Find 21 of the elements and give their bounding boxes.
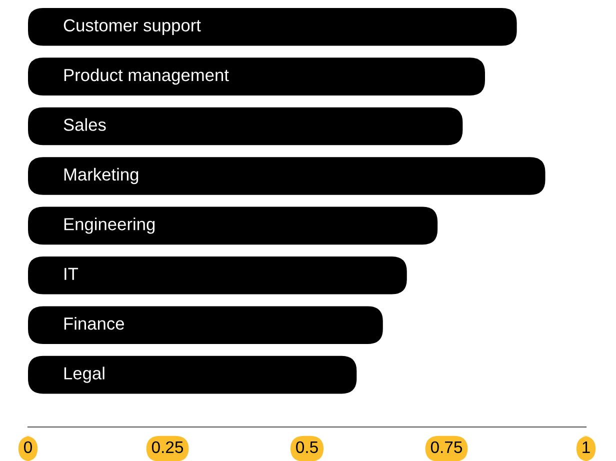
bar bbox=[28, 107, 463, 146]
x-tick-label: 0.25 bbox=[152, 441, 184, 454]
y-tick-label: Finance bbox=[64, 317, 124, 330]
y-tick-label: Legal bbox=[64, 366, 104, 383]
y-tick-label: IT bbox=[64, 268, 78, 280]
bar bbox=[28, 157, 546, 195]
x-tick-label: 0.75 bbox=[430, 441, 462, 454]
y-tick-label: Customer support bbox=[64, 19, 201, 35]
x-tick-label: 0.5 bbox=[296, 441, 318, 454]
y-tick-label: Sales bbox=[64, 118, 106, 131]
bar bbox=[28, 356, 357, 394]
bar bbox=[28, 58, 485, 96]
bar bbox=[28, 306, 383, 344]
bar bbox=[28, 206, 438, 245]
y-tick-label: Product management bbox=[64, 68, 229, 85]
x-tick-label: 0 bbox=[24, 441, 32, 454]
bar bbox=[28, 8, 517, 46]
x-tick-label: 1 bbox=[582, 442, 590, 453]
y-tick-label: Marketing bbox=[64, 168, 138, 184]
y-tick-label: Engineering bbox=[64, 218, 155, 234]
bar bbox=[28, 256, 407, 294]
